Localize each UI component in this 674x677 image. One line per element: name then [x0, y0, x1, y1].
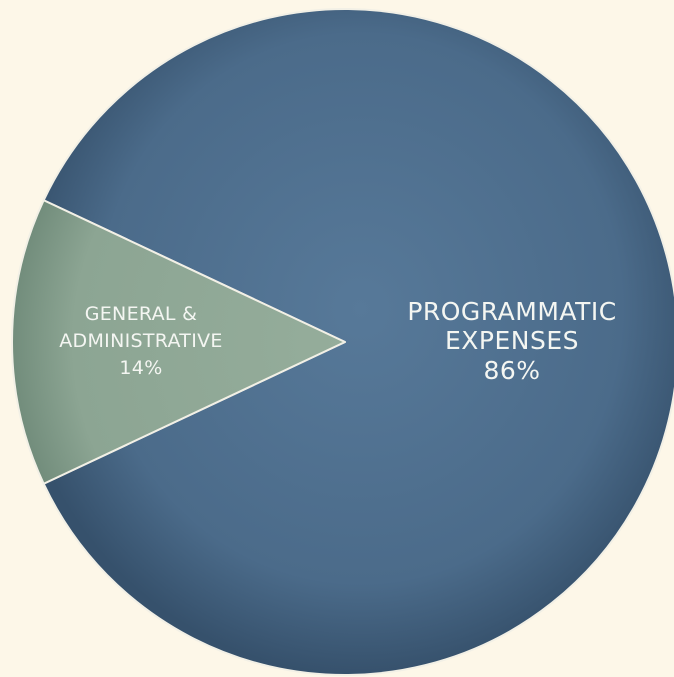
slice-label-programmatic-line2: EXPENSES: [445, 326, 579, 355]
slice-label-general-line1: GENERAL &: [85, 303, 198, 325]
slice-value-general: 14%: [119, 357, 162, 379]
slice-programmatic: [42, 8, 674, 676]
slice-value-programmatic: 86%: [483, 356, 540, 385]
slice-label-programmatic-line2-text: EXPENSES: [445, 326, 579, 355]
slice-label-programmatic: PROGRAMMATIC: [407, 297, 616, 326]
slice-general: [10, 199, 346, 485]
pie-labels: PROGRAMMATIC EXPENSES 86% GENERAL & ADMI…: [59, 297, 616, 385]
pie-slices: [10, 8, 674, 676]
slice-label-general-line2: ADMINISTRATIVE: [59, 330, 222, 352]
slice-label-programmatic-line1: PROGRAMMATIC: [407, 297, 616, 326]
